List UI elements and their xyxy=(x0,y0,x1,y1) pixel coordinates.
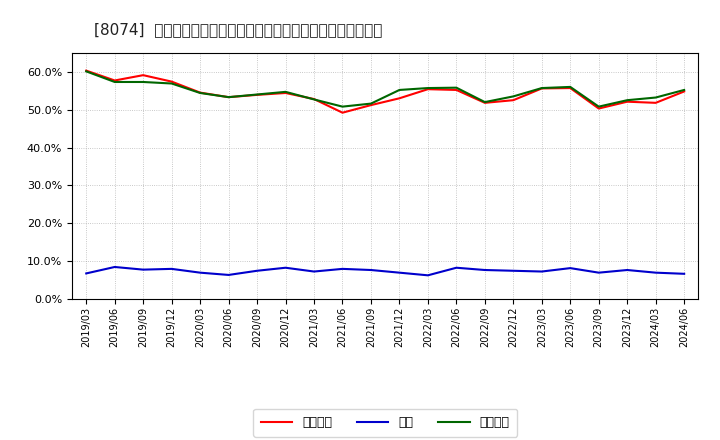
売上債権 xyxy=(395,95,404,101)
売上債権 xyxy=(310,96,318,102)
Text: [8074]  売上債権、在庫、買入債務の総資産に対する比率の推移: [8074] 売上債権、在庫、買入債務の総資産に対する比率の推移 xyxy=(94,22,382,37)
在庫 xyxy=(395,270,404,275)
買入債務 xyxy=(509,94,518,99)
買入債務 xyxy=(310,97,318,102)
売上債権 xyxy=(196,90,204,95)
在庫 xyxy=(82,271,91,276)
買入債務 xyxy=(566,84,575,90)
在庫 xyxy=(139,267,148,272)
買入債務 xyxy=(167,81,176,86)
在庫 xyxy=(423,273,432,278)
買入債務 xyxy=(680,87,688,92)
買入債務 xyxy=(139,79,148,84)
Line: 売上債権: 売上債権 xyxy=(86,70,684,113)
買入債務 xyxy=(537,85,546,91)
売上債権 xyxy=(452,87,461,92)
買入債務 xyxy=(196,90,204,95)
売上債権 xyxy=(680,89,688,94)
在庫 xyxy=(566,265,575,271)
買入債務 xyxy=(480,99,489,105)
買入債務 xyxy=(395,87,404,92)
売上債権 xyxy=(652,100,660,106)
買入債務 xyxy=(282,89,290,95)
買入債務 xyxy=(82,69,91,74)
売上債権 xyxy=(139,73,148,78)
買入債務 xyxy=(338,104,347,109)
買入債務 xyxy=(595,104,603,109)
売上債権 xyxy=(82,68,91,73)
在庫 xyxy=(623,268,631,273)
在庫 xyxy=(253,268,261,273)
売上債権 xyxy=(595,106,603,111)
Legend: 売上債権, 在庫, 買入債務: 売上債権, 在庫, 買入債務 xyxy=(253,409,517,437)
在庫 xyxy=(338,266,347,271)
売上債権 xyxy=(253,92,261,98)
在庫 xyxy=(282,265,290,270)
在庫 xyxy=(366,268,375,273)
売上債権 xyxy=(480,100,489,106)
在庫 xyxy=(196,270,204,275)
在庫 xyxy=(480,268,489,273)
売上債権 xyxy=(167,79,176,84)
在庫 xyxy=(225,272,233,278)
買入債務 xyxy=(225,95,233,100)
売上債権 xyxy=(537,86,546,91)
買入債務 xyxy=(652,95,660,100)
売上債権 xyxy=(509,98,518,103)
在庫 xyxy=(310,269,318,274)
在庫 xyxy=(537,269,546,274)
売上債権 xyxy=(423,87,432,92)
買入債務 xyxy=(452,85,461,90)
買入債務 xyxy=(110,79,119,84)
在庫 xyxy=(680,271,688,276)
Line: 在庫: 在庫 xyxy=(86,267,684,275)
在庫 xyxy=(110,264,119,270)
在庫 xyxy=(167,266,176,271)
売上債権 xyxy=(623,99,631,104)
在庫 xyxy=(509,268,518,273)
買入債務 xyxy=(253,92,261,97)
売上債権 xyxy=(225,95,233,100)
Line: 買入債務: 買入債務 xyxy=(86,71,684,106)
在庫 xyxy=(652,270,660,275)
売上債権 xyxy=(366,103,375,108)
買入債務 xyxy=(623,98,631,103)
売上債権 xyxy=(566,85,575,91)
売上債権 xyxy=(282,90,290,95)
買入債務 xyxy=(366,101,375,106)
買入債務 xyxy=(423,85,432,91)
在庫 xyxy=(452,265,461,270)
売上債権 xyxy=(338,110,347,115)
在庫 xyxy=(595,270,603,275)
売上債権 xyxy=(110,78,119,83)
